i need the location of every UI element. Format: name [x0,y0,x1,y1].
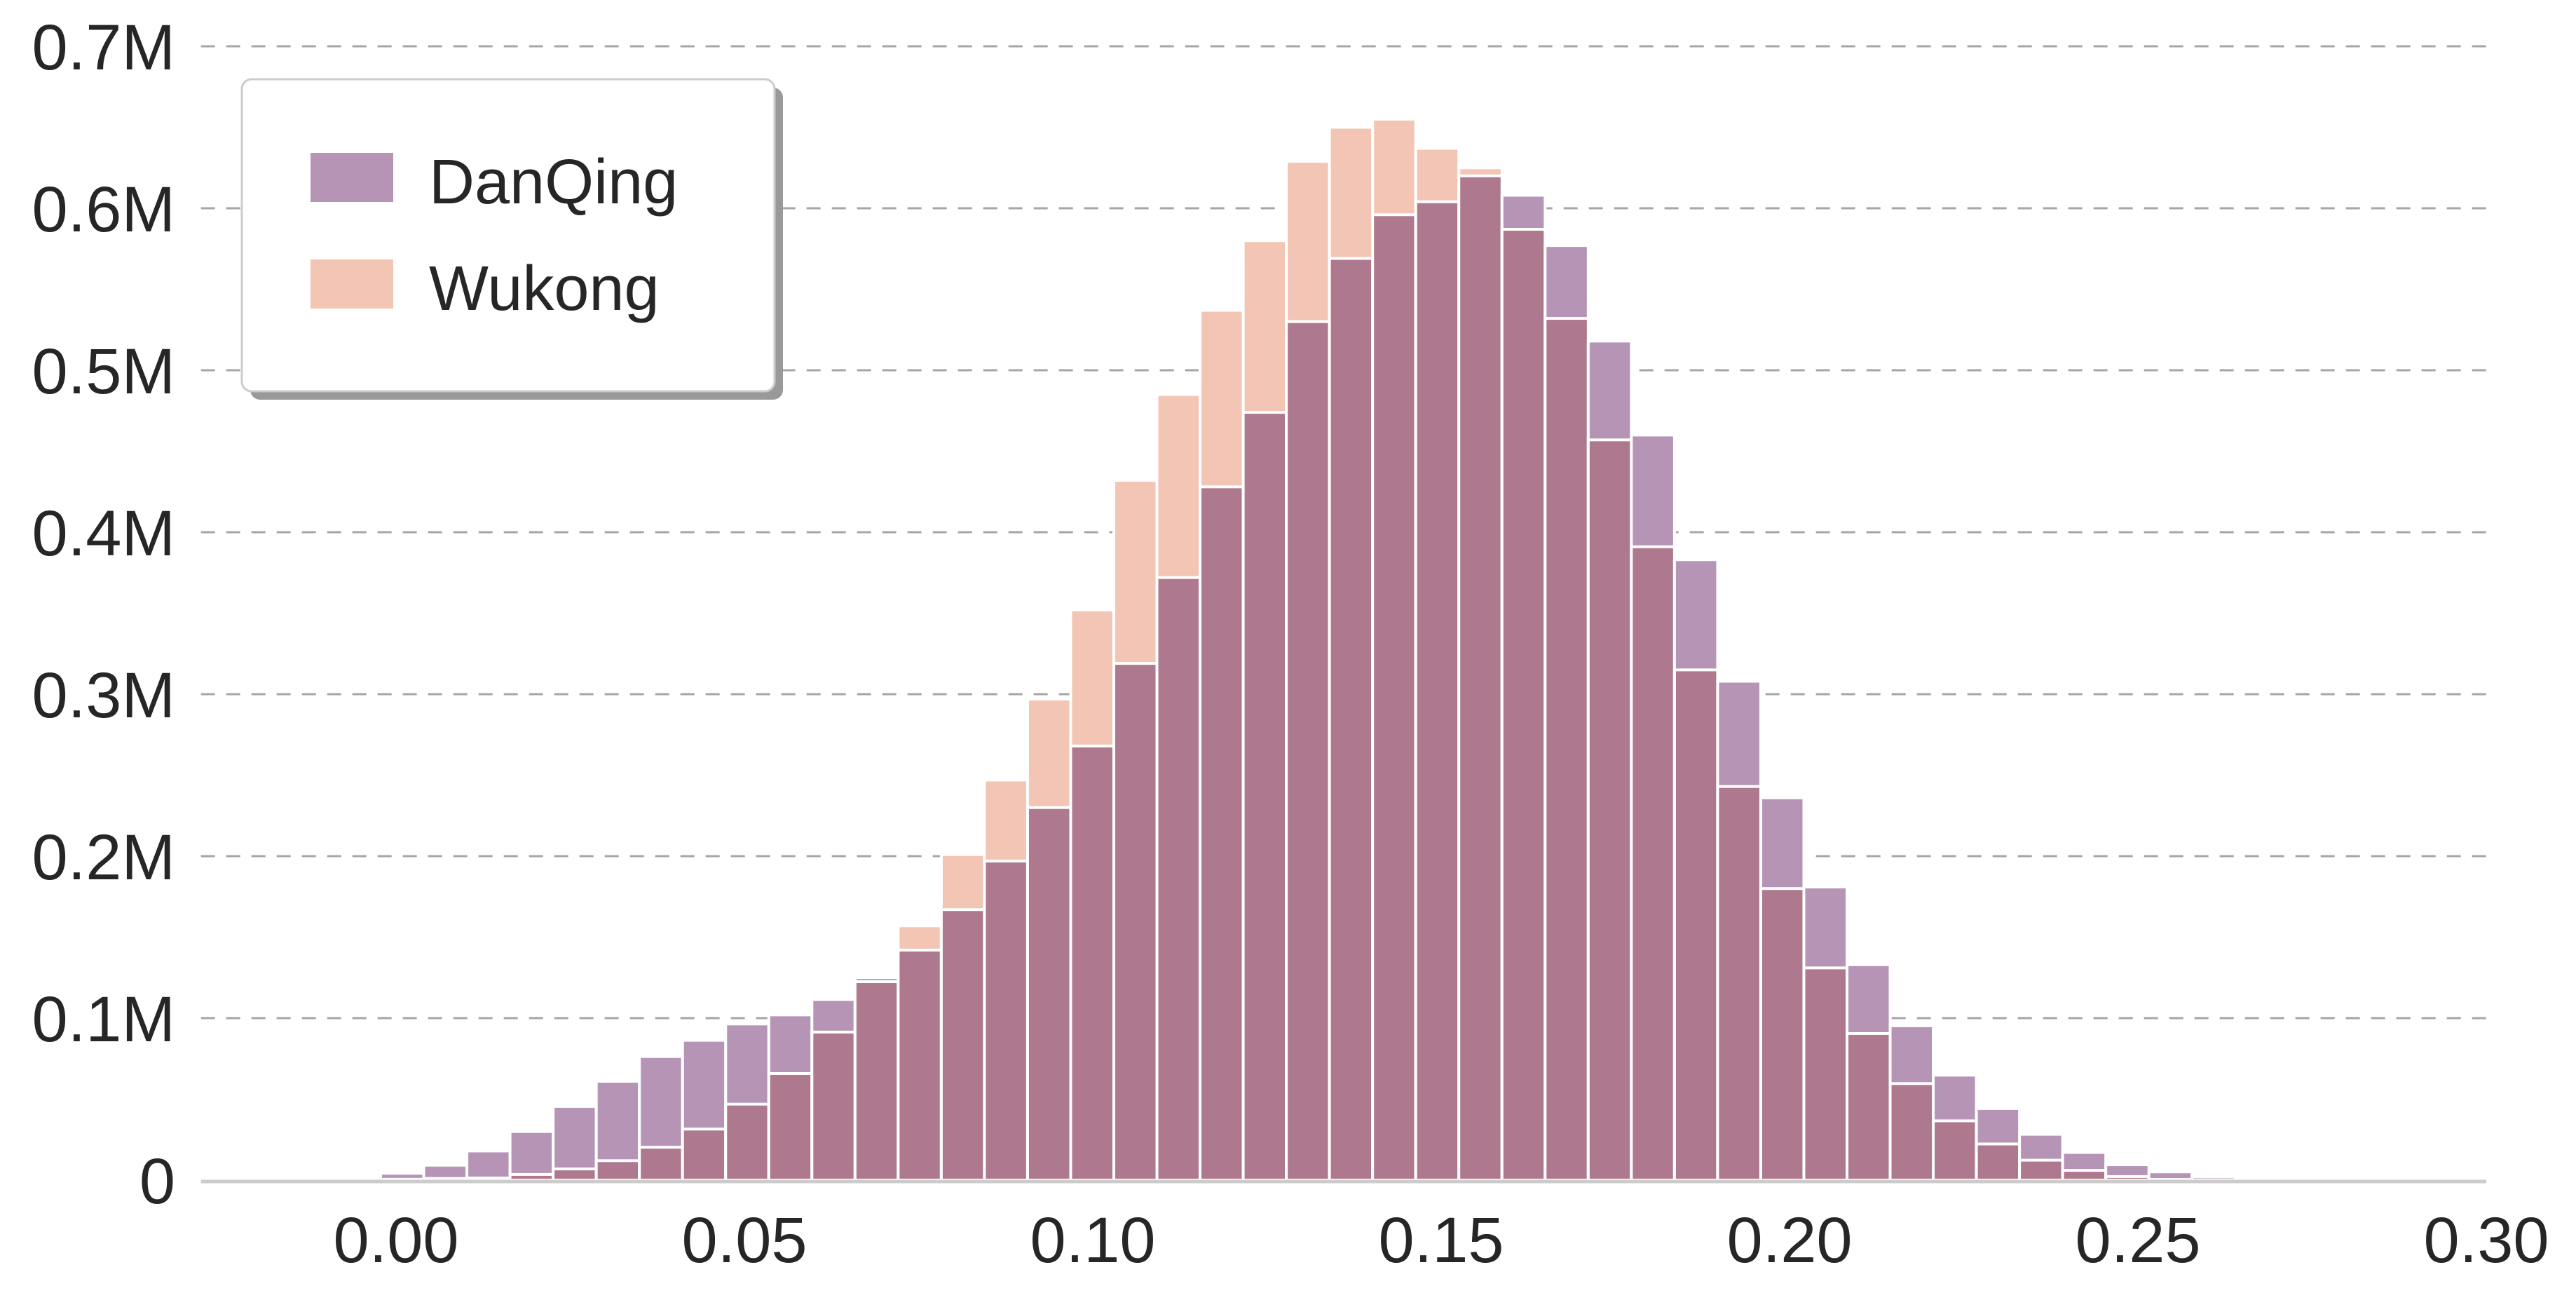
x-tick-label: 0.05 [681,1205,807,1276]
bar-danqing-overlap [1199,485,1245,1182]
y-tick-label: 0.2M [32,822,175,893]
x-tick-label: 0.30 [2423,1205,2549,1276]
bar-wukong-overlap [638,1146,684,1182]
y-tick-label: 0 [139,1146,175,1217]
x-tick-label: 0.10 [1030,1205,1155,1276]
y-tick-label: 0.5M [32,336,175,407]
bar-wukong-overlap [508,1172,555,1182]
bar-danqing-overlap [897,948,943,1182]
x-tick-label: 0.25 [2075,1205,2200,1276]
bar-wukong-overlap [681,1128,728,1182]
bar-wukong-overlap [810,1030,857,1182]
bar-wukong-overlap [1759,887,1806,1182]
bar-danqing-overlap [939,908,986,1182]
bar-wukong-overlap [1932,1119,1978,1182]
bar-wukong-overlap [724,1102,770,1182]
x-tick-label: 0.15 [1378,1205,1504,1276]
bar-danqing-overlap [1155,576,1202,1182]
bar-wukong-overlap [1543,317,1590,1182]
y-tick-label: 0.7M [32,12,175,83]
x-tick-labels: 0.00 0.05 0.10 0.15 0.20 0.25 0.30 [333,1205,2549,1276]
y-tick-label: 0.4M [32,498,175,569]
bar-danqing [2190,1175,2237,1182]
bar-danqing-overlap [1328,257,1375,1182]
bars [336,117,2280,1182]
bar-danqing-overlap [1285,320,1331,1182]
bar-danqing-overlap [1241,411,1288,1182]
y-tick-labels: 0 0.1M 0.2M 0.3M 0.4M 0.5M 0.6M 0.7M [32,12,175,1217]
x-tick-label: 0.20 [1726,1205,1852,1276]
bar-wukong-overlap [1586,438,1633,1182]
bar-danqing-overlap [1371,213,1417,1182]
bar-wukong-overlap [1630,545,1676,1182]
bar-wukong-overlap [1802,966,1849,1182]
bar-wukong-overlap [2018,1158,2064,1182]
bar-wukong-overlap [1500,228,1547,1182]
bar-wukong-overlap [594,1159,641,1182]
bar-danqing-overlap [1069,744,1116,1182]
legend-swatch-wukong [311,259,393,309]
bar-danqing-overlap [983,859,1029,1182]
bar-wukong-overlap [2061,1169,2108,1182]
bar-wukong-overlap [1672,668,1719,1182]
bar-wukong-overlap [767,1072,814,1182]
bar-wukong-overlap [552,1167,598,1182]
bar-danqing-overlap [1457,174,1504,1182]
bar-danqing-overlap [1025,806,1072,1182]
legend-box [240,78,776,393]
y-tick-label: 0.6M [32,174,175,245]
bar-wukong-overlap [1716,785,1762,1182]
bar-wukong-overlap [1846,1031,1892,1182]
legend-label-wukong: Wukong [429,254,660,324]
legend: DanQing Wukong [240,78,783,400]
bar-wukong-overlap [1888,1082,1935,1182]
bar-danqing-overlap [1112,662,1159,1182]
legend-label-danqing: DanQing [429,147,678,217]
y-tick-label: 0.3M [32,660,175,731]
x-tick-label: 0.00 [333,1205,458,1276]
bar-wukong-overlap [2104,1174,2151,1182]
bar-danqing [508,1130,555,1182]
bar-wukong-overlap [1975,1142,2022,1182]
bar-danqing-overlap [1414,200,1461,1182]
bar-wukong-overlap [853,980,900,1182]
legend-swatch-danqing [311,153,393,202]
y-tick-label: 0.1M [32,984,175,1055]
bar-danqing [465,1149,512,1182]
